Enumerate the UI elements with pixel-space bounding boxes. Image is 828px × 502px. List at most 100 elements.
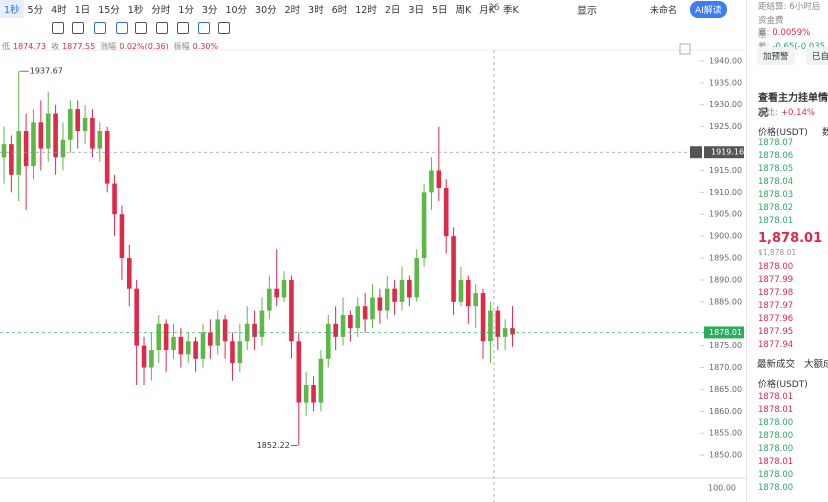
candle-body (171, 336, 176, 350)
y-tick-label: 1940.00 (709, 56, 742, 65)
panel-row: 1878.03 (758, 190, 793, 200)
bid-price: 1877.96 (758, 314, 794, 324)
candle-body (377, 297, 383, 311)
candle-body (399, 279, 405, 302)
interval[interactable]: 4时 (51, 5, 67, 16)
candle-body (466, 279, 471, 307)
panel-row: 1878.02 (758, 203, 793, 213)
candle-body (208, 332, 213, 346)
candle-body (421, 192, 427, 259)
divider (746, 0, 747, 502)
tool-icon[interactable] (94, 22, 106, 34)
interval[interactable]: 30分 (255, 5, 277, 16)
interval[interactable]: 3时 (308, 5, 324, 16)
ask-price: 1878.04 (758, 177, 794, 187)
panel-text: 查看主力挂单情况 (758, 93, 828, 119)
candle-body (237, 341, 243, 364)
interval[interactable]: 1秒 (0, 0, 24, 18)
panel-row: $1,878.01 (758, 248, 796, 258)
candle-body (75, 109, 80, 132)
candle-body (185, 341, 191, 355)
tool-icon[interactable] (116, 22, 128, 34)
tool-icon[interactable] (218, 22, 230, 34)
candle-body (134, 288, 139, 346)
candle-body (16, 131, 22, 175)
chart: 100.00 1940.00 1935.00 1930.00 1925.00 1915.… (0, 43, 746, 502)
crosshair-label: 1919.16 (711, 148, 744, 157)
interval[interactable]: 季K (502, 5, 519, 16)
interval[interactable]: 2日 (384, 5, 401, 16)
panel-text: 资金费率: (758, 16, 784, 38)
interval[interactable]: 周K (455, 5, 472, 16)
alert-button[interactable]: 加预警 (757, 47, 795, 65)
interval[interactable]: 分时 (151, 5, 171, 16)
interval[interactable]: 12时 (355, 5, 377, 16)
interval[interactable]: 10分 (225, 5, 248, 16)
interval[interactable]: 1日 (74, 5, 91, 16)
candle-body (333, 323, 338, 337)
panel-row: 1878.01 (758, 405, 793, 415)
panel-row: 1878.00 (758, 262, 793, 272)
interval[interactable]: 6时 (331, 5, 348, 16)
y-tick-label: 1855.00 (709, 429, 742, 438)
candle-body (362, 306, 368, 320)
layout-name[interactable]: 未命名 (650, 6, 678, 16)
large-trades-tab[interactable]: 大额成 (804, 359, 828, 370)
count: 36 (488, 3, 500, 13)
interval[interactable]: 1分 (178, 5, 194, 16)
interval[interactable]: 月K (479, 5, 495, 16)
y-tick-label: 1925.00 (709, 122, 742, 131)
panel-row: 1877.95 (758, 327, 793, 337)
interval[interactable]: 15分 (98, 5, 120, 16)
tool-icon[interactable] (135, 22, 147, 34)
y-tick-label: 1905.00 (709, 210, 742, 219)
ask-price: 1878.01 (758, 216, 794, 226)
candle-body (296, 341, 302, 403)
trade-price: 1878.01 (758, 392, 794, 402)
panel-row: 1877.96 (758, 314, 793, 324)
candle-body (510, 328, 515, 335)
panel-row: 1878.06 (758, 151, 793, 161)
candle-body (274, 288, 279, 298)
interval[interactable]: 5分 (27, 5, 44, 16)
tool-icon[interactable] (52, 22, 64, 34)
tool-icon[interactable] (72, 22, 84, 34)
qty-header: 数 (822, 128, 828, 138)
ask-price: 1878.02 (758, 203, 794, 213)
interval[interactable]: 1秒 (127, 5, 144, 16)
candle-body (303, 385, 309, 403)
candle-body (473, 293, 478, 307)
panel-row: 1877.99 (758, 275, 793, 285)
y-tick-label: 1895.00 (709, 254, 742, 263)
tool-icon[interactable] (177, 22, 189, 34)
last-price-label: 1878.01 (709, 328, 742, 337)
candle-body (104, 131, 110, 184)
candle-body (370, 297, 375, 320)
info-label: 振幅 (173, 42, 190, 51)
panel-text: 价格(USDT) (758, 380, 808, 390)
panel-text: +0.14% (780, 108, 815, 118)
auto-button[interactable]: 已自 (806, 47, 828, 65)
candle-body (458, 279, 464, 302)
trade-price: 1878.00 (758, 418, 794, 428)
trade-price: 1878.01 (758, 457, 794, 467)
candle-body (149, 350, 154, 368)
interval[interactable]: 5日 (431, 5, 448, 16)
interval[interactable]: 3日 (408, 5, 424, 16)
y-tick-label: 1910.00 (709, 188, 742, 197)
panel-text: 0.0059% (772, 28, 811, 38)
tool-icon[interactable] (198, 22, 210, 34)
tool-icon[interactable] (156, 22, 168, 34)
interval[interactable]: 2时 (284, 5, 301, 16)
panel-text: 距结算: (758, 2, 787, 12)
candle-body (156, 323, 162, 350)
display-button[interactable]: 显示 (577, 6, 597, 17)
trades-tab[interactable]: 最新成交 (757, 359, 796, 370)
ai-button[interactable]: AI解读 (690, 1, 727, 18)
interval[interactable]: 3分 (201, 5, 218, 16)
candle-body (325, 323, 331, 359)
panel-text: $1,878.01 (758, 248, 797, 257)
candle-body (60, 139, 66, 158)
crosshair-box (704, 146, 744, 159)
candle-body (429, 170, 434, 193)
